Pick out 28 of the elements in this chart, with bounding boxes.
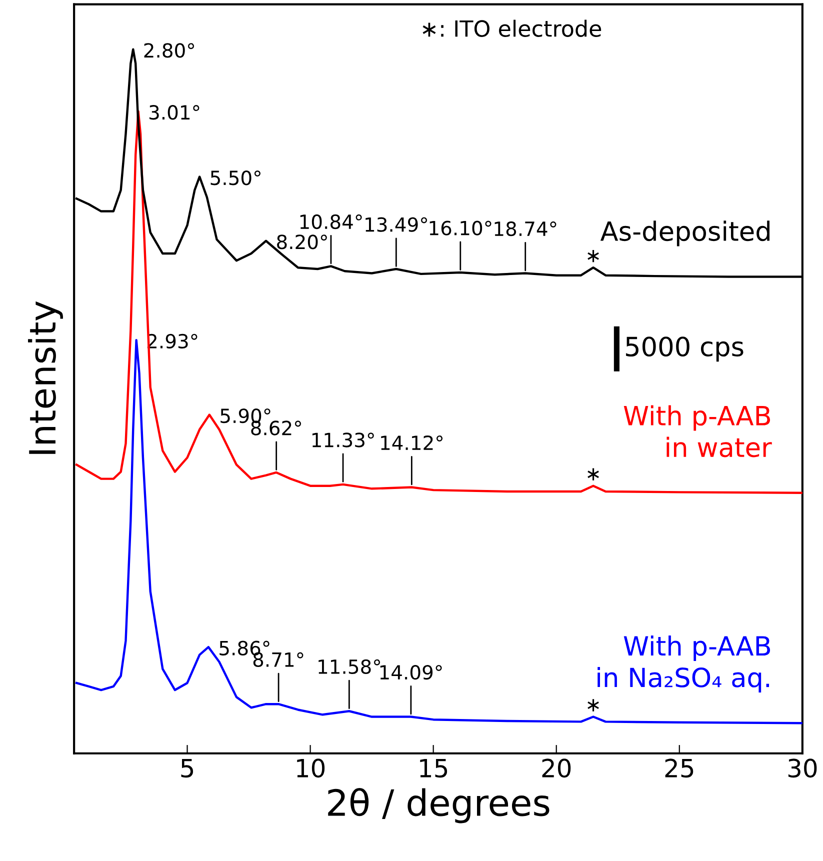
x-tick-label: 10 [297,758,325,778]
annotation: ∗ [588,468,599,480]
annotation: 8.20° [277,234,327,250]
x-tick-label: 5 [181,759,194,778]
x-axis-title: 2θ / degrees [328,788,550,824]
x-tick-label: 15 [420,759,448,778]
annotation: 11.58° [318,659,380,674]
x-tick-label: 20 [542,758,571,778]
annotation: 14.09° [380,664,442,680]
annotation: 18.74° [494,221,556,236]
annotation: 5.50° [210,170,260,186]
annotation: ∗ [588,250,599,262]
annotation: 14.12° [381,435,443,450]
series-label: As-deposited [600,220,770,246]
x-tick-label: 25 [665,758,694,778]
annotation: 10.84° [300,214,362,230]
x-tick-label: 30 [788,758,817,778]
annotation: 16.10° [430,220,492,236]
series-label: With p-AAB in Na₂SO₄ aq. [598,635,770,693]
annotation: 11.33° [312,432,374,448]
text: ∗: ITO electrode [422,20,602,37]
annotation: 3.01° [150,105,200,120]
annotation: 13.49° [366,217,428,232]
annotation: 5000 cps [626,336,744,362]
annotation: 2.80° [144,43,194,58]
series-label: With p-AAB in water [624,405,772,458]
annotation: ∗ [588,699,599,712]
y-axis-title: Intensity [28,301,63,454]
